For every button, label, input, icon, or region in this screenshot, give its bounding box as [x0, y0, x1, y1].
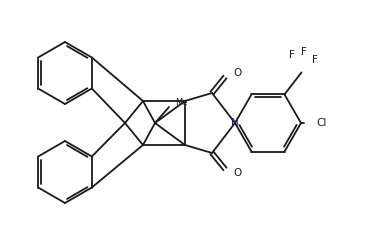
Text: N: N [231, 118, 239, 128]
Text: O: O [233, 168, 241, 178]
Text: F: F [289, 51, 295, 60]
Text: F: F [301, 47, 306, 57]
Text: Cl: Cl [316, 118, 326, 128]
Text: O: O [233, 68, 241, 78]
Text: Me: Me [175, 98, 187, 106]
Text: F: F [312, 55, 318, 65]
